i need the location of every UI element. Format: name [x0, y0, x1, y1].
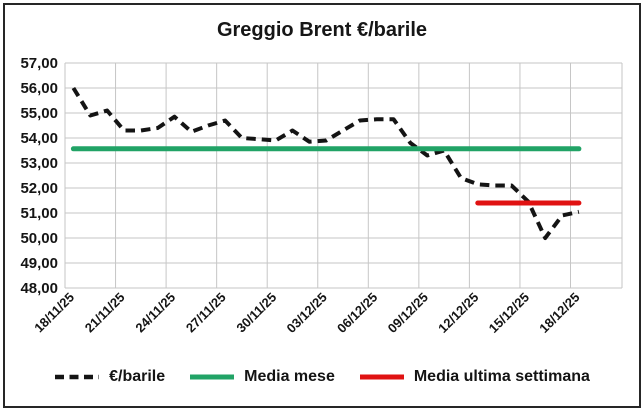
- svg-text:06/12/25: 06/12/25: [334, 290, 380, 336]
- svg-text:30/11/25: 30/11/25: [233, 290, 279, 336]
- svg-text:49,00: 49,00: [20, 255, 58, 272]
- green-line-swatch: [190, 374, 235, 380]
- svg-text:53,00: 53,00: [20, 155, 58, 172]
- legend-item-barile: €/barile: [54, 368, 165, 386]
- svg-text:21/11/25: 21/11/25: [82, 290, 128, 336]
- svg-text:24/11/25: 24/11/25: [132, 290, 178, 336]
- legend: €/barile Media mese Media ultima settima…: [0, 368, 644, 386]
- dashed-line-swatch: [55, 374, 100, 380]
- svg-text:18/12/25: 18/12/25: [536, 290, 582, 336]
- svg-text:09/12/25: 09/12/25: [385, 290, 431, 336]
- chart-title: Greggio Brent €/barile: [216, 19, 428, 41]
- svg-text:55,00: 55,00: [20, 105, 58, 122]
- svg-text:56,00: 56,00: [20, 80, 58, 97]
- svg-text:52,00: 52,00: [20, 180, 58, 197]
- red-line-swatch: [359, 374, 404, 380]
- svg-text:27/11/25: 27/11/25: [183, 290, 229, 336]
- legend-item-media-settimana: Media ultima settimana: [359, 368, 590, 386]
- legend-label-barile: €/barile: [109, 368, 166, 385]
- legend-label-media-settimana: Media ultima settimana: [413, 368, 590, 385]
- legend-item-media-mese: Media mese: [189, 368, 335, 386]
- svg-text:50,00: 50,00: [20, 230, 58, 247]
- svg-text:03/12/25: 03/12/25: [283, 290, 329, 336]
- svg-text:54,00: 54,00: [20, 130, 58, 147]
- svg-text:48,00: 48,00: [20, 280, 58, 297]
- svg-text:51,00: 51,00: [20, 205, 58, 222]
- svg-text:12/12/25: 12/12/25: [435, 290, 481, 336]
- svg-text:57,00: 57,00: [20, 55, 58, 72]
- svg-text:15/12/25: 15/12/25: [486, 290, 532, 336]
- legend-label-media-mese: Media mese: [244, 368, 335, 385]
